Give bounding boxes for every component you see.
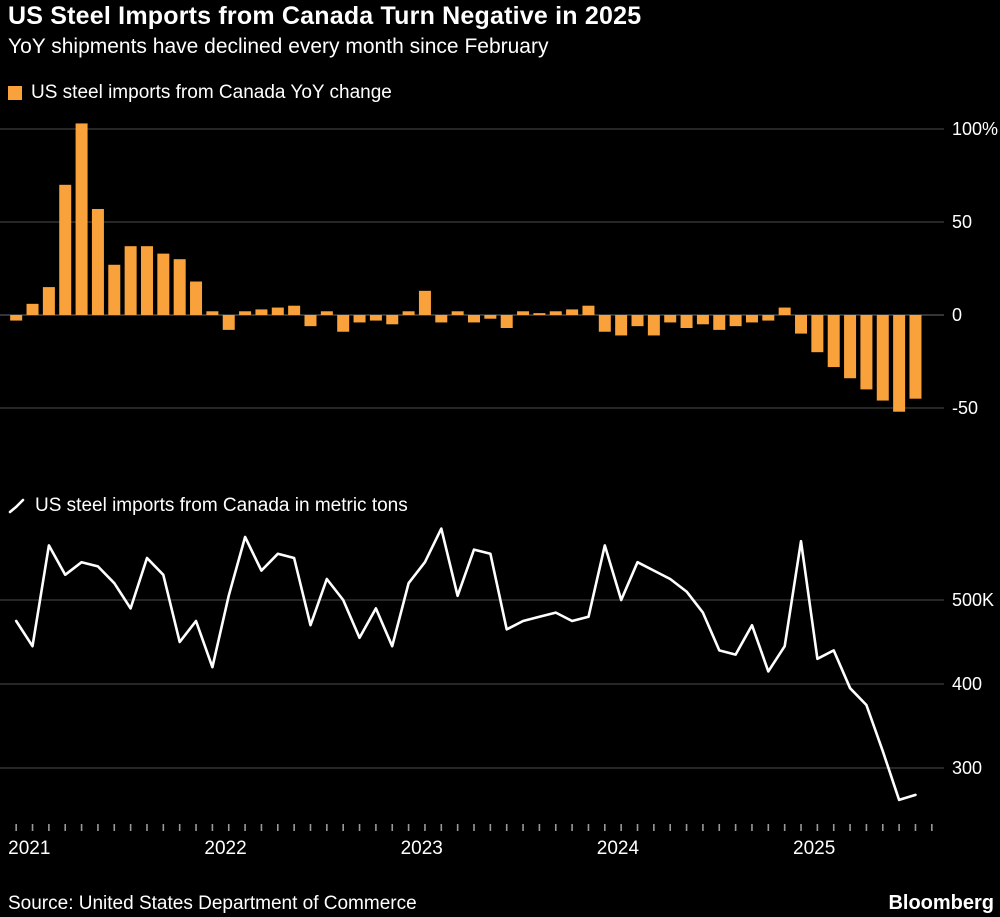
yoy-bar [353,315,366,323]
yoy-bar [91,208,104,315]
yoy-bar [140,246,153,315]
yoy-bar [435,315,448,323]
yoy-bar [42,287,55,315]
yoy-bar-chart: 100% 50 0 -50 [0,119,998,418]
yoy-bar [893,315,906,412]
bloomberg-logo: Bloomberg [888,892,994,914]
line-legend-label: US steel imports from Canada in metric t… [35,495,408,516]
y-axis-label: 500K [952,590,994,610]
yoy-bar [288,305,301,315]
yoy-bar [500,315,513,329]
yoy-bar [533,313,546,315]
yoy-bar [108,264,121,315]
shared-x-axis: 2021 2022 2023 2024 2025 [8,824,933,859]
year-label: 2022 [204,838,246,859]
yoy-bar [320,311,333,315]
year-label: 2025 [793,838,835,859]
tonnage-line [14,527,917,802]
yoy-bar [631,315,644,327]
yoy-bar [549,311,562,315]
yoy-bar [124,246,137,315]
yoy-bar [337,315,350,332]
yoy-bar [811,315,824,353]
yoy-bar [696,315,709,325]
yoy-bar [876,315,889,401]
yoy-bar [909,315,922,399]
page-title: US Steel Imports from Canada Turn Negati… [8,2,642,30]
yoy-bar [827,315,840,368]
bar-legend-label: US steel imports from Canada YoY change [31,82,392,103]
year-label: 2023 [401,838,443,859]
yoy-bar [566,309,579,315]
yoy-bar [729,315,742,327]
y-axis-label: 400 [952,674,982,694]
line-sample-icon [8,498,25,514]
yoy-bar [664,315,677,323]
yoy-bar [844,315,857,379]
year-label: 2021 [8,838,50,859]
yoy-bar [778,307,791,315]
y-axis-label: 300 [952,758,982,778]
yoy-bar [745,315,758,323]
yoy-bar [598,315,611,332]
orange-square-icon [8,86,22,100]
yoy-bar [418,290,431,315]
y-axis-label: 100% [952,119,998,139]
yoy-bar [190,281,203,315]
yoy-bar [795,315,808,334]
year-label: 2024 [597,838,640,859]
tonnage-line-chart: 500K 400 300 [0,527,994,802]
yoy-bar [59,184,72,315]
yoy-bar [206,311,219,315]
yoy-bar [386,315,399,325]
yoy-bar [647,315,660,336]
source-note: Source: United States Department of Comm… [8,893,417,914]
y-axis-label: 50 [952,212,972,232]
yoy-bar [484,315,497,319]
yoy-bar [157,253,170,315]
yoy-bar [173,259,186,315]
yoy-bar [26,303,39,315]
yoy-bar [615,315,628,336]
yoy-bar [762,315,775,321]
yoy-bar [680,315,693,329]
yoy-bar [222,315,235,330]
yoy-bar [255,309,268,315]
yoy-bar [402,311,415,315]
yoy-bar [860,315,873,390]
yoy-bar [369,315,382,321]
page-subtitle: YoY shipments have declined every month … [8,35,549,58]
yoy-bar [304,315,317,327]
y-axis-label: 0 [952,305,962,325]
yoy-bar [582,305,595,315]
line-chart-legend: US steel imports from Canada in metric t… [8,495,408,517]
yoy-bar [713,315,726,330]
bar-chart-legend: US steel imports from Canada YoY change [8,82,392,104]
yoy-bar [75,123,88,315]
yoy-bar [451,311,464,315]
yoy-bar [517,311,530,315]
yoy-bar [468,315,480,323]
yoy-bar [239,311,252,315]
yoy-bar [271,307,284,315]
y-axis-label: -50 [952,398,978,418]
yoy-bar [10,315,23,321]
